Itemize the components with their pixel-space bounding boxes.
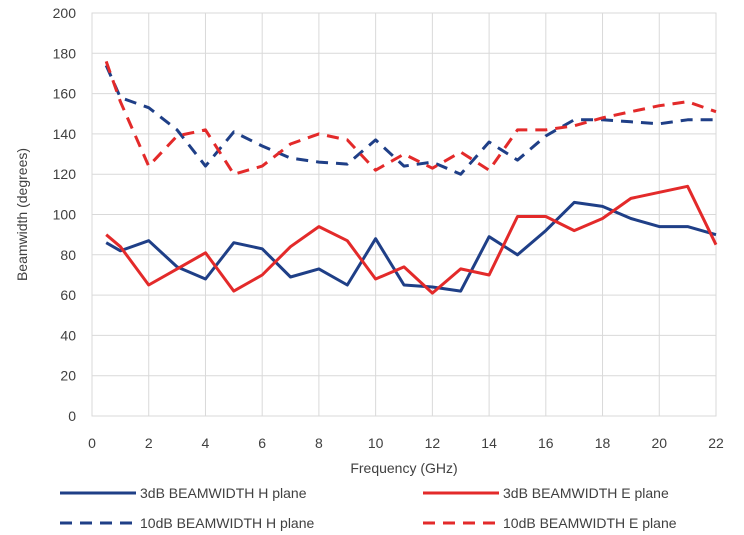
x-tick-label: 6 [258,435,266,451]
y-tick-label: 180 [53,45,77,61]
y-tick-label: 80 [60,247,76,263]
legend: 3dB BEAMWIDTH H plane 3dB BEAMWIDTH E pla… [60,485,677,531]
y-tick-label: 100 [53,207,77,223]
series-line-3 [106,61,716,174]
legend-label: 3dB BEAMWIDTH E plane [503,485,669,501]
y-tick-label: 60 [60,287,76,303]
y-tick-label: 140 [53,126,77,142]
legend-label: 3dB BEAMWIDTH H plane [140,485,307,501]
y-tick-label: 40 [60,327,76,343]
x-tick-label: 10 [368,435,384,451]
legend-label: 10dB BEAMWIDTH E plane [503,515,677,531]
x-tick-label: 16 [538,435,554,451]
y-axis-title: Beamwidth (degrees) [14,148,30,281]
x-tick-label: 22 [708,435,724,451]
tick-labels: 0 20 40 60 80 100 120 140 160 180 200 0 2 4 6 8 10 12 14 16… [53,5,724,451]
x-tick-label: 0 [88,435,96,451]
y-tick-label: 120 [53,166,77,182]
x-tick-label: 20 [651,435,667,451]
x-tick-label: 8 [315,435,323,451]
y-tick-label: 0 [68,408,76,424]
x-tick-label: 14 [481,435,497,451]
y-tick-label: 200 [53,5,77,21]
y-tick-label: 20 [60,368,76,384]
x-tick-label: 4 [202,435,210,451]
legend-label: 10dB BEAMWIDTH H plane [140,515,314,531]
x-axis-title: Frequency (GHz) [350,460,457,476]
x-tick-label: 12 [425,435,441,451]
series-line-0 [106,202,716,291]
y-tick-label: 160 [53,86,77,102]
x-tick-label: 18 [595,435,611,451]
x-tick-label: 2 [145,435,153,451]
plot-area [106,61,716,293]
